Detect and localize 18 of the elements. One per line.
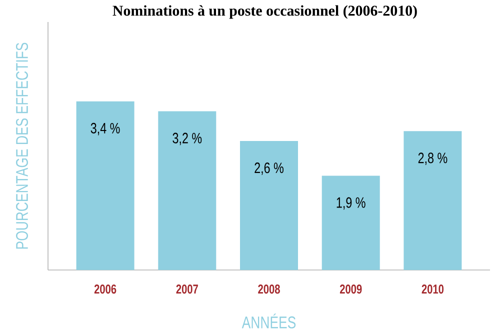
data-label: 1,9 % <box>336 197 366 210</box>
x-tick-label: 2010 <box>422 284 444 294</box>
data-label: 2,6 % <box>254 162 284 175</box>
y-axis-title: POURCENTAGE DES EFFECTIFS <box>16 42 28 249</box>
bar <box>158 111 216 270</box>
x-axis-title: ANNÉES <box>242 314 296 328</box>
bar <box>404 131 462 270</box>
chart-title: Nominations à un poste occasionnel (2006-2010) <box>112 5 417 19</box>
data-label: 2,8 % <box>418 152 448 165</box>
bar <box>240 141 298 270</box>
x-tick-label: 2007 <box>176 284 198 294</box>
data-label: 3,2 % <box>172 132 202 146</box>
bar <box>76 101 134 270</box>
x-tick-label: 2009 <box>340 284 362 294</box>
bar <box>322 176 380 270</box>
data-label: 3,4 % <box>90 122 120 136</box>
x-tick-label: 2008 <box>258 284 280 294</box>
x-tick-label: 2006 <box>94 284 116 294</box>
